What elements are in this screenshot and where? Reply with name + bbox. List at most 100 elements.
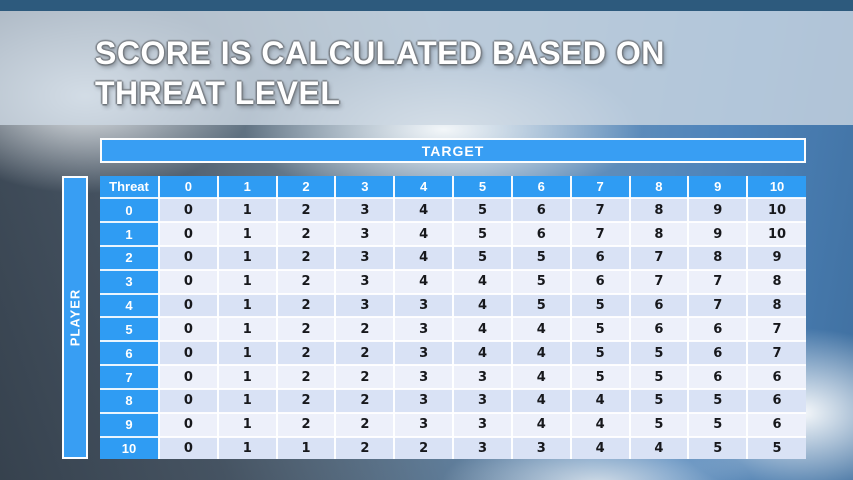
score-cell: 1 [217,412,278,438]
header-row: Threat 0 1 2 3 4 5 6 7 8 9 10 [100,176,806,200]
score-cell: 1 [217,388,278,414]
score-cell: 2 [276,222,337,248]
score-cell: 1 [217,198,278,224]
title-band [0,11,853,125]
score-cell: 2 [276,388,337,414]
score-cell: 1 [217,246,278,271]
score-cell: 0 [159,317,219,343]
score-cell: 5 [688,412,749,438]
score-cell: 7 [747,317,806,343]
score-cell: 5 [511,246,572,271]
score-cell: 6 [747,412,806,438]
score-cell: 3 [335,269,396,295]
top-sky-strip [0,0,853,11]
score-cell: 3 [394,341,455,367]
score-cell: 5 [629,412,690,438]
score-cell: 4 [394,222,455,248]
score-cell: 2 [335,365,396,390]
target-axis-label: TARGET [421,142,485,159]
score-cell: 3 [394,317,455,343]
score-cell: 2 [335,436,396,459]
threat-row-label: 2 [100,246,160,271]
target-column-header: 4 [394,176,455,200]
score-cell: 4 [511,388,572,414]
threat-row-label: 1 [100,222,160,248]
score-cell: 7 [570,222,631,248]
score-cell: 6 [511,222,572,248]
score-cell: 1 [217,317,278,343]
score-cell: 5 [629,365,690,390]
score-cell: 6 [511,198,572,224]
score-cell: 2 [276,412,337,438]
threat-row-label: 4 [100,293,160,319]
score-cell: 5 [570,341,631,367]
score-cell: 3 [335,293,396,319]
score-cell: 4 [394,198,455,224]
score-cell: 5 [629,341,690,367]
score-cell: 0 [159,412,219,438]
score-cell: 6 [688,341,749,367]
score-cell: 1 [276,436,337,459]
score-cell: 7 [629,246,690,271]
threat-row-label: 7 [100,365,160,390]
score-cell: 10 [747,198,806,224]
score-cell: 4 [453,269,513,295]
score-cell: 8 [629,198,690,224]
corner-header-cell: Threat [100,176,160,200]
slide-title: SCORE IS CALCULATED BASED ON THREAT LEVE… [95,33,665,113]
score-cell: 6 [747,388,806,414]
score-cell: 1 [217,222,278,248]
target-column-header: 2 [276,176,337,200]
score-cell: 3 [335,246,396,271]
score-cell: 6 [570,269,631,295]
score-cell: 4 [394,269,455,295]
score-cell: 4 [570,412,631,438]
score-cell: 2 [276,293,337,319]
score-cell: 8 [747,293,806,319]
score-cell: 8 [629,222,690,248]
score-cell: 3 [335,198,396,224]
score-cell: 6 [688,317,749,343]
score-cell: 2 [394,436,455,459]
score-cell: 6 [629,317,690,343]
table-row: 10 0 1 1 2 2 3 3 4 4 5 5 [100,436,806,459]
score-cell: 5 [453,246,513,271]
score-cell: 0 [159,293,219,319]
score-cell: 0 [159,436,219,459]
score-cell: 3 [511,436,572,459]
target-column-header: 6 [511,176,572,200]
score-cell: 3 [453,365,513,390]
target-column-header: 5 [453,176,513,200]
slide-title-line1: SCORE IS CALCULATED BASED ON [95,35,665,71]
score-cell: 2 [335,317,396,343]
score-cell: 6 [629,293,690,319]
score-cell: 5 [688,436,749,459]
score-table-body: Threat 0 1 2 3 4 5 6 7 8 9 10 0 0 1 2 3 4 5 6 7 8 9 10 1 0 1 2 3 4 5… [100,176,806,459]
score-cell: 9 [688,222,749,248]
target-column-header: 8 [629,176,690,200]
score-cell: 5 [453,198,513,224]
target-column-header: 7 [570,176,631,200]
threat-row-label: 10 [100,436,160,459]
score-cell: 3 [394,388,455,414]
score-cell: 3 [394,293,455,319]
score-cell: 7 [688,293,749,319]
score-cell: 5 [570,317,631,343]
score-cell: 0 [159,269,219,295]
score-cell: 0 [159,222,219,248]
score-cell: 3 [335,222,396,248]
score-cell: 5 [570,293,631,319]
score-cell: 5 [688,388,749,414]
score-cell: 7 [629,269,690,295]
score-cell: 1 [217,365,278,390]
score-cell: 2 [276,341,337,367]
score-cell: 5 [747,436,806,459]
score-cell: 10 [747,222,806,248]
table-row: 1 0 1 2 3 4 5 6 7 8 9 10 [100,222,806,248]
score-cell: 6 [570,246,631,271]
score-cell: 4 [511,341,572,367]
score-cell: 6 [747,365,806,390]
score-cell: 5 [570,365,631,390]
